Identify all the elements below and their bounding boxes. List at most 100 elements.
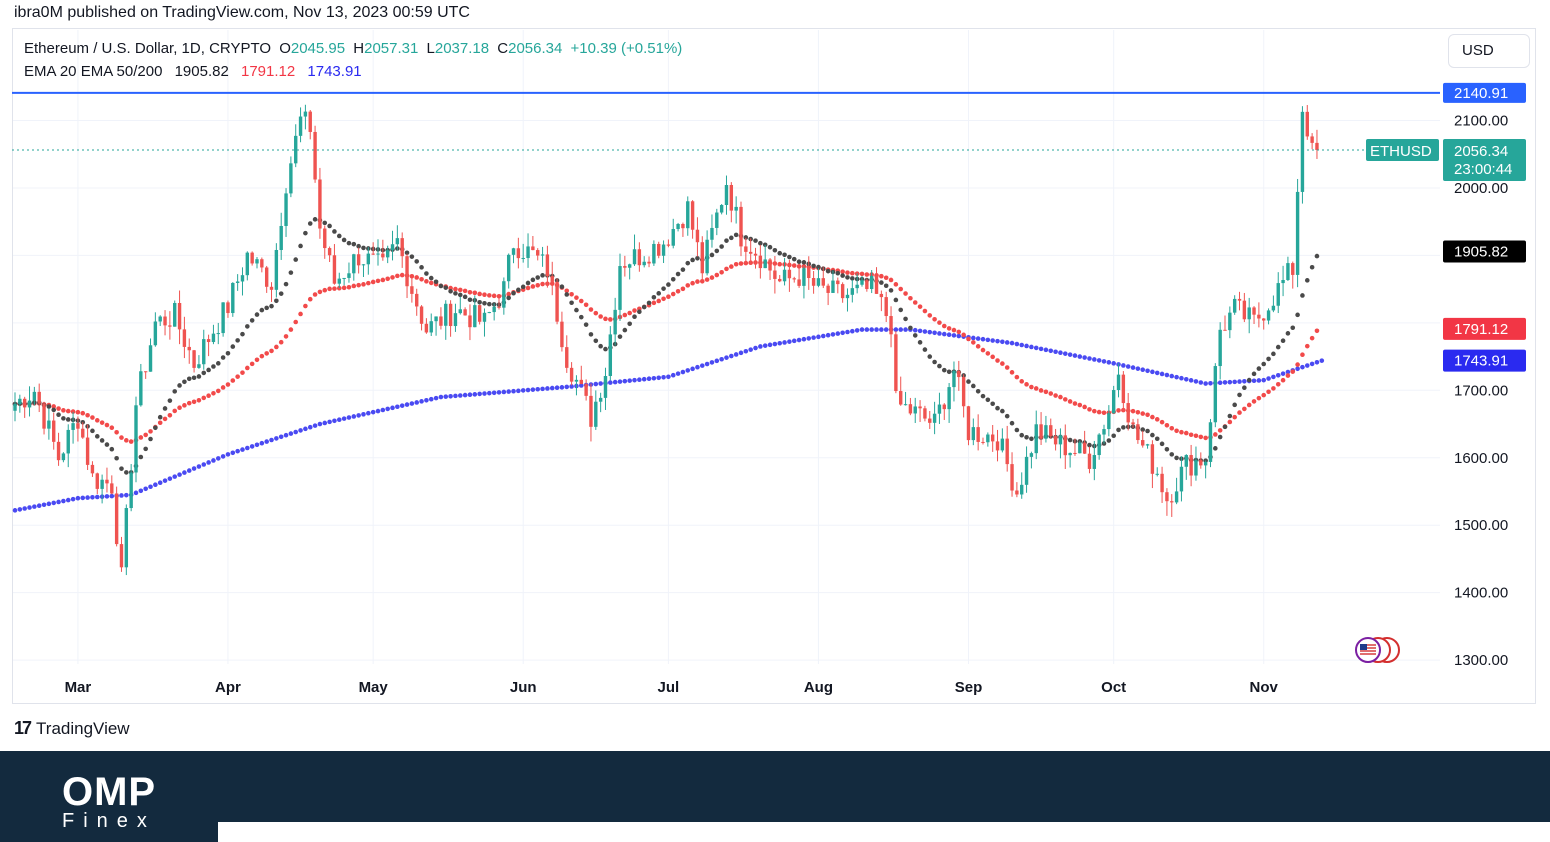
ema20-dot (772, 247, 778, 253)
ema50-dot (1062, 397, 1068, 402)
candle-body (768, 259, 772, 271)
tradingview-logo[interactable]: 17 TradingView (14, 718, 130, 739)
ema20-dot (1280, 338, 1286, 344)
candle-body (424, 323, 429, 333)
ema20-dot (656, 291, 662, 296)
candle-body (444, 303, 448, 326)
symbol-title[interactable]: Ethereum / U.S. Dollar, 1D, CRYPTO (24, 40, 272, 57)
ema20-dot (167, 398, 173, 403)
ema20-dot (1106, 438, 1112, 443)
ema50-dot (462, 288, 468, 294)
candle-body (521, 257, 525, 259)
ema50-dot (651, 300, 657, 306)
ema50-dot (704, 277, 710, 282)
ema20-dot (61, 416, 66, 421)
ema20-dot (259, 307, 265, 313)
ema50-dot (1135, 409, 1141, 415)
ema50-dot (119, 435, 124, 440)
candle-body (376, 253, 380, 255)
ema50-dot (80, 410, 86, 416)
ema50-dot (1246, 402, 1252, 408)
ema20-dot (525, 280, 531, 286)
candle-body (1208, 422, 1213, 462)
ema200-dot (709, 360, 715, 365)
ema50-dot (327, 286, 332, 292)
candle-body (434, 316, 438, 322)
candle-body (516, 248, 521, 259)
candle-body (1300, 111, 1305, 192)
x-axis: Mar Apr May Jun Jul Aug Sep Oct Nov (65, 679, 1279, 696)
ema200-dot (472, 392, 478, 397)
candle-body (1049, 425, 1053, 437)
candle-body (497, 306, 501, 308)
candle-body (410, 286, 414, 294)
ema20-dot (56, 412, 61, 417)
ema50-dot (1275, 381, 1281, 387)
ema200-dot (1314, 360, 1320, 365)
ema50-dot (346, 284, 352, 290)
y-tick-label: 1700.00 (1454, 382, 1508, 399)
tradingview-wordmark: TradingView (36, 718, 130, 738)
candle-body (42, 403, 46, 429)
candle-body (1247, 307, 1251, 320)
ema200-dot (41, 502, 47, 508)
ema200-dot (366, 410, 371, 416)
indicator-title[interactable]: EMA 20 EMA 50/200 (24, 63, 163, 80)
candle-body (1228, 312, 1232, 331)
candle-body (1174, 491, 1179, 503)
ema50-dot (448, 285, 453, 291)
ema200-dot (617, 379, 623, 384)
candle-body (816, 278, 821, 286)
us-flag-icon[interactable] (1354, 636, 1400, 664)
candle-body (1150, 444, 1155, 474)
candle-body (860, 280, 864, 285)
ema20-dot (230, 344, 236, 349)
candle-body (1102, 429, 1106, 435)
ema50-dot (1043, 389, 1049, 395)
ema50-dot (656, 298, 662, 304)
ema20-dot (641, 304, 647, 310)
candle-body (584, 384, 588, 396)
candle-body (753, 253, 758, 256)
ema20-dot (1271, 351, 1276, 357)
ema50-dot (1285, 373, 1291, 378)
ema200-dot (419, 399, 424, 404)
candles (13, 104, 1319, 576)
ema20-dot (903, 316, 908, 322)
ema20-dot (124, 470, 129, 475)
ema20-dot (153, 425, 158, 431)
ema200-dot (220, 454, 226, 459)
indicator-legend: EMA 20 EMA 50/200 1905.82 1791.12 1743.9… (24, 63, 366, 80)
ema50-dot (312, 292, 318, 297)
ema200-dot (758, 344, 763, 349)
ema50-dot (491, 293, 497, 299)
ema200-dot (724, 355, 729, 360)
ema200-dot (971, 335, 976, 341)
candle-body (1087, 453, 1092, 469)
ema20-dot (1261, 361, 1267, 367)
ema50-dot (259, 353, 265, 359)
ema50-dot (1198, 434, 1204, 440)
ema20-dot (583, 322, 589, 327)
candle-body (303, 111, 308, 117)
candle-body (1116, 374, 1121, 391)
ema50-dot (269, 348, 274, 354)
ema200-dot (1280, 371, 1286, 376)
candle-body (1165, 492, 1169, 502)
candle-body (695, 229, 700, 243)
ema50-dot (457, 287, 463, 293)
ema50-dot (90, 415, 95, 420)
ema200-dot (36, 503, 42, 508)
x-tick-label: May (359, 679, 389, 696)
ema50-dot (733, 261, 739, 267)
currency-button[interactable]: USD (1448, 34, 1530, 68)
candle-body (647, 261, 651, 264)
ema200-dot (951, 333, 957, 338)
candle-body (332, 255, 337, 284)
ema200-dot (274, 436, 279, 441)
candle-body (661, 244, 666, 256)
candle-body (395, 238, 400, 245)
candle-body (1281, 279, 1285, 284)
ema20-dot (196, 374, 202, 379)
